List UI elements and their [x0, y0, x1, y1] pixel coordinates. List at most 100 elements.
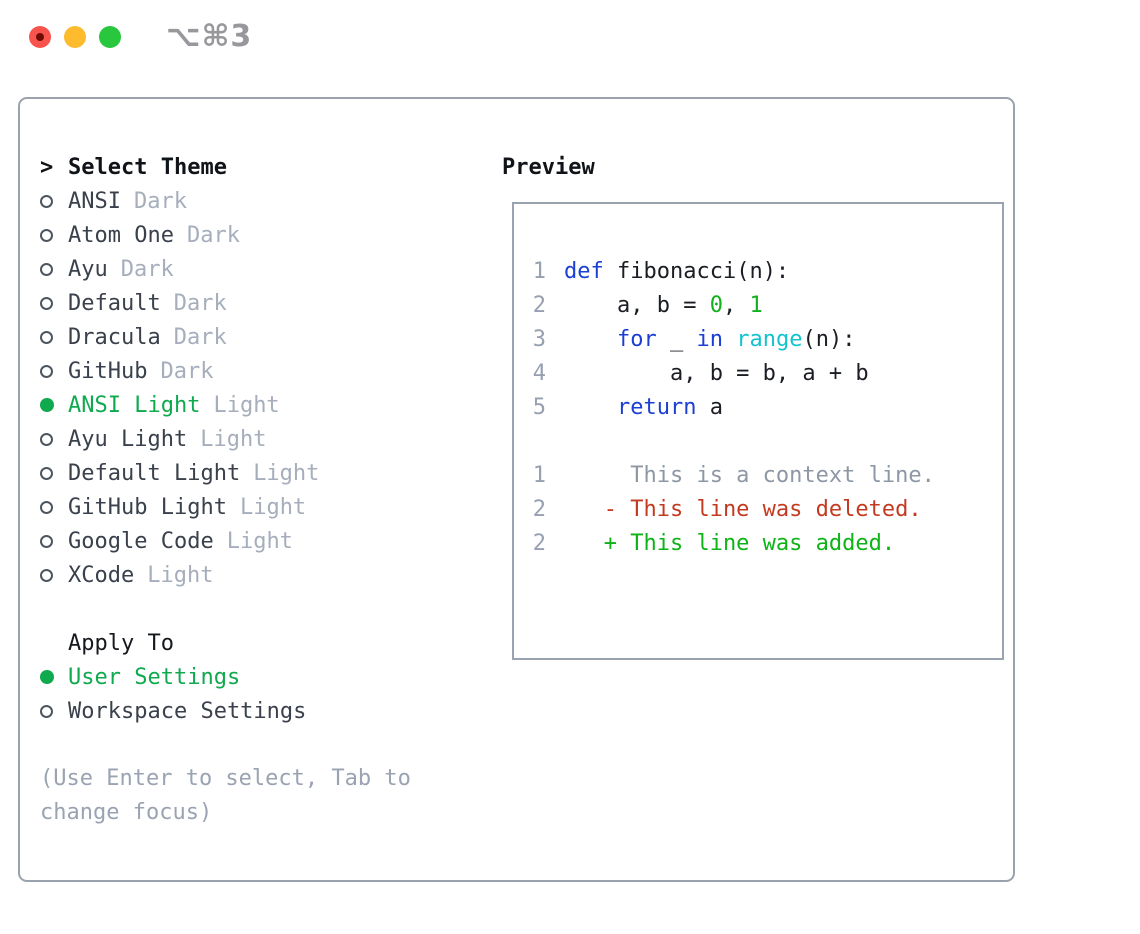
code-token: + This line was added.: [564, 530, 896, 556]
radio-icon: [40, 500, 53, 514]
line-number: 2: [532, 292, 546, 318]
spacer: [40, 728, 502, 762]
line-number: 5: [532, 394, 546, 420]
code-token: fibonacci(n):: [603, 258, 790, 284]
theme-option[interactable]: Google Code Light: [40, 524, 502, 558]
spacer: [40, 592, 502, 626]
line-number: 4: [532, 360, 546, 386]
code-token: in: [696, 326, 723, 352]
theme-name: Dracula: [68, 324, 161, 350]
apply-to-option[interactable]: Workspace Settings: [40, 694, 502, 728]
theme-option[interactable]: ANSI Light Light: [40, 388, 502, 422]
radio-slot: [40, 296, 68, 310]
code-line: 1 def fibonacci(n):: [532, 254, 1002, 288]
line-number: 1: [532, 258, 546, 284]
theme-option[interactable]: Ayu Dark: [40, 252, 502, 286]
code-line: 3 for _ in range (n):: [532, 322, 1002, 356]
theme-variant: Light: [226, 528, 293, 554]
theme-variant: Dark: [133, 188, 187, 214]
cursor-icon: >: [40, 154, 54, 180]
radio-icon: [40, 194, 53, 208]
radio-icon: [40, 228, 53, 242]
radio-icon: [40, 432, 53, 446]
line-number: 2: [532, 530, 546, 556]
theme-name: ANSI Light: [68, 392, 201, 418]
theme-option[interactable]: Atom One Dark: [40, 218, 502, 252]
code-token: a, b = b, a + b: [564, 360, 869, 386]
code-line: 1 This is a context line.: [532, 458, 1002, 492]
radio-slot: [40, 228, 68, 242]
radio-icon: [40, 262, 53, 276]
theme-name: GitHub Light: [68, 494, 227, 520]
theme-option[interactable]: GitHub Light Light: [40, 490, 502, 524]
code-line: 2 - This line was deleted.: [532, 492, 1002, 526]
zoom-button[interactable]: [99, 26, 121, 48]
apply-to-header: Apply To: [40, 626, 502, 660]
theme-name: GitHub: [68, 358, 148, 384]
minimize-button[interactable]: [64, 26, 86, 48]
code-token: return: [616, 394, 697, 420]
radio-icon: [40, 466, 53, 480]
apply-to-title: Apply To: [68, 630, 174, 656]
radio-slot: [40, 568, 68, 582]
close-button[interactable]: [29, 26, 51, 48]
preview-title: Preview: [502, 154, 595, 180]
code-token: ,: [722, 292, 750, 318]
code-line: 4 a, b = b, a + b: [532, 356, 1002, 390]
theme-name: Google Code: [68, 528, 214, 554]
code-line: 2 a, b = 0, 1: [532, 288, 1002, 322]
code-token: def: [564, 258, 604, 284]
theme-variant: Light: [253, 460, 320, 486]
apply-to-label: User Settings: [68, 664, 241, 690]
theme-variant: Dark: [120, 256, 174, 282]
theme-name: Default: [68, 290, 161, 316]
code-token: This is a context line.: [564, 462, 935, 488]
theme-variant: Dark: [186, 222, 240, 248]
code-line: 2 + This line was added.: [532, 526, 1002, 560]
theme-option[interactable]: Dracula Dark: [40, 320, 502, 354]
radio-slot: [40, 330, 68, 344]
radio-icon: [40, 330, 53, 344]
theme-option[interactable]: Default Light Light: [40, 456, 502, 490]
theme-name: XCode: [68, 562, 135, 588]
code-token: 1: [749, 292, 763, 318]
theme-option[interactable]: GitHub Dark: [40, 354, 502, 388]
radio-slot: [40, 466, 68, 480]
code-token: 0: [709, 292, 723, 318]
radio-icon: [40, 364, 53, 378]
theme-selector-panel: > Select Theme ANSI Dark Atom One Dark Ayu Da…: [18, 97, 1015, 882]
theme-option[interactable]: ANSI Dark: [40, 184, 502, 218]
theme-name: Default Light: [68, 460, 241, 486]
radio-slot: [40, 364, 68, 378]
radio-icon: [40, 568, 53, 582]
line-number: 3: [532, 326, 546, 352]
apply-to-option[interactable]: User Settings: [40, 660, 502, 694]
radio-slot: [40, 194, 68, 208]
code-token: [564, 327, 617, 352]
theme-option[interactable]: Default Dark: [40, 286, 502, 320]
theme-variant: Dark: [160, 358, 214, 384]
code-token: _: [656, 326, 697, 352]
theme-variant: Light: [200, 426, 267, 452]
theme-list: ANSI Dark Atom One Dark Ayu Dark Default Dark Dr…: [40, 184, 502, 592]
theme-name: Atom One: [68, 222, 174, 248]
theme-option[interactable]: XCode Light: [40, 558, 502, 592]
radio-slot: [40, 704, 68, 718]
code-token: [723, 327, 736, 352]
radio-slot: [40, 262, 68, 276]
radio-icon: [40, 296, 53, 310]
code-token: [564, 395, 617, 420]
theme-name: Ayu Light: [68, 426, 188, 452]
code-token: a, b =: [564, 292, 710, 318]
radio-slot: [40, 398, 68, 412]
radio-selected-icon: [40, 670, 54, 684]
select-theme-header: > Select Theme: [40, 150, 502, 184]
apply-to-label: Workspace Settings: [68, 698, 307, 724]
theme-option[interactable]: Ayu Light Light: [40, 422, 502, 456]
theme-variant: Light: [147, 562, 214, 588]
select-theme-title: Select Theme: [68, 154, 227, 180]
theme-variant: Light: [239, 494, 307, 520]
keyboard-hint: (Use Enter to select, Tab to change focu…: [40, 766, 411, 825]
code-line: 5 return a: [532, 390, 1002, 424]
